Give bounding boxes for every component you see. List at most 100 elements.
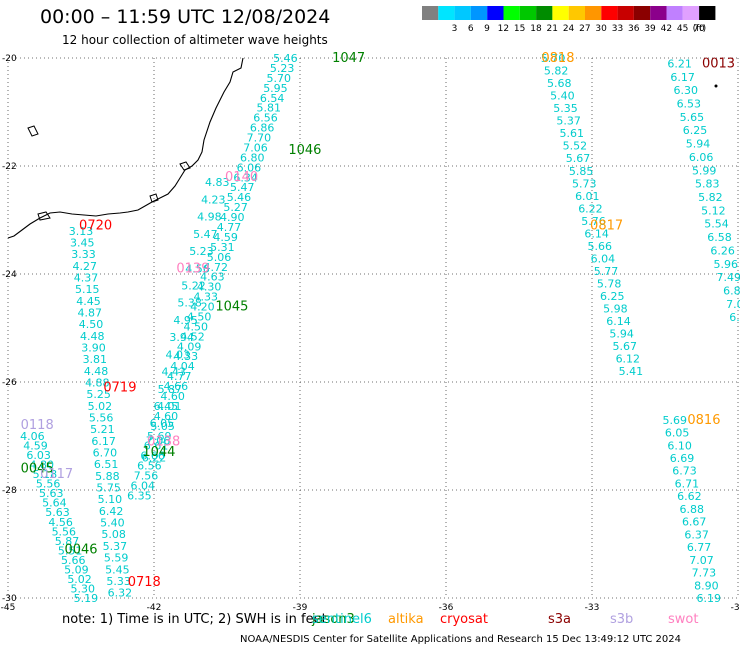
wave-height-value: 5.68 [547,77,572,90]
wave-height-value: 5.95 [263,82,288,95]
wave-height-value: 5.08 [101,528,126,541]
wave-height-value: 5.75 [96,482,121,495]
wave-height-value: 5.27 [223,201,248,214]
lon-tick-label: -39 [293,603,308,613]
legend-swatch [699,6,716,20]
wave-height-value: 5.18 [33,468,58,481]
wave-height-value: 6.32 [108,587,133,600]
wave-height-value: 7.07 [689,554,714,567]
page-subtitle: 12 hour collection of altimeter wave hei… [62,33,328,47]
wave-height-value: 7.06 [243,141,268,154]
wave-height-value: 5.63 [39,487,64,500]
legend-swatch [536,6,553,20]
wave-height-value: 5.76 [581,215,606,228]
pass-label: 0139 [176,262,209,277]
wave-height-value: 5.82 [698,191,723,204]
wave-height-value: 5.69 [662,414,687,427]
wave-height-value: 6.58 [707,231,732,244]
wave-height-value: 4.30 [197,281,222,294]
pass-label: 0138 [147,434,180,449]
wave-height-value: 4.59 [23,440,48,453]
wave-height-value: 5.64 [42,497,67,510]
wave-height-value: 4.04 [170,360,195,373]
color-legend: 3 6 9 12 15 18 21 24 27 30 33 36 39 42 45 70(ft) [422,6,716,34]
wave-height-value: 4.03 [165,348,190,361]
wave-height-value: 5.67 [612,340,637,353]
note-text: note: 1) Time is in UTC; 2) SWH is in fe… [62,612,327,627]
wave-height-value: 6.30 [673,84,698,97]
wave-height-value: 6.86 [250,122,275,135]
pass-label: 0140 [225,170,258,185]
legend-tick-label: 33 [612,24,623,34]
legend-swatch [422,6,439,20]
pass-label: 0046 [64,542,97,557]
wave-height-value: 6.61 [144,440,169,453]
wave-height-value: 5.21 [90,423,115,436]
pass-label: 1044 [142,445,175,460]
wave-height-value: 5.33 [106,575,131,588]
lat-tick-label: -22 [2,162,17,172]
wave-height-value: 6.70 [93,447,118,460]
wave-height-value: 5.66 [588,240,613,253]
wave-height-value: 5.23 [270,62,295,75]
wave-height-value: 5.94 [609,328,634,341]
page-title: 00:00 – 11:59 UTC 12/08/2024 [40,6,331,28]
island-dot [714,84,718,88]
satellite-name-sentinel6: sentinel6 [312,612,372,627]
legend-tick-label: 36 [628,24,640,34]
wave-height-value: 4.59 [213,231,238,244]
wave-height-value: 5.99 [692,164,717,177]
wave-height-value: 6.88 [680,503,705,516]
lon-tick-label: -30 [731,603,740,613]
pass-label: 0816 [687,413,720,428]
island-1 [27,125,39,137]
wave-height-value: 4.88 [85,377,110,390]
legend-tick-label: 30 [595,24,607,34]
wave-height-value: 5.37 [556,115,581,128]
wave-height-value: 4.87 [78,306,103,319]
wave-height-value: 5.65 [680,111,705,124]
credit-line: NOAA/NESDIS Center for Satellite Applica… [240,634,682,645]
wave-height-value: 6.03 [26,449,51,462]
brazil-coastline [7,57,244,239]
wave-height-value: 6.67 [682,516,707,529]
wave-height-value: 6.71 [675,477,700,490]
pass-label: 0720 [79,218,112,233]
wave-height-value: 6.69 [670,452,695,465]
legend-swatch [552,6,569,20]
legend-tick-label: 21 [547,24,558,34]
wave-height-value: 6.01 [575,190,600,203]
wave-height-value: 5.98 [603,303,628,316]
wave-height-value: 4.56 [48,516,73,529]
legend-tick-label: 24 [563,24,575,34]
legend-tick-label: 42 [661,24,672,34]
wave-height-value: 6.22 [578,202,603,215]
wave-height-value: 6.8 [723,284,740,297]
wave-height-value: 5.22 [181,279,206,292]
wave-height-value: 5.82 [544,65,569,78]
legend-swatch [454,6,471,20]
map-grid [7,57,739,599]
axis-tick-labels: -45 -42 -39 -36 -33 -30 -20 -22 -24 -26 -28 -30 [1,54,740,613]
wave-height-value: 5.88 [95,470,120,483]
wave-height-value: 5.02 [88,400,113,413]
wave-height-value: 5.54 [704,218,729,231]
wave-height-value: 6.42 [99,505,124,518]
satellite-name-altika: altika [388,612,424,627]
wave-height-value: 6.04 [591,252,616,265]
wave-height-value: 3.81 [83,353,108,366]
legend-tick-label: 15 [514,24,525,34]
pass-label: 0013 [702,56,735,71]
legend-tick-label: 18 [530,24,542,34]
wave-height-value: 5.69 [147,430,172,443]
wave-height-value: 5.81 [257,102,282,115]
wave-height-value: 6.05 [665,427,690,440]
wave-height-value: 5.56 [89,412,114,425]
wave-height-value: 6.73 [672,465,697,478]
wave-height-value: 4.60 [154,410,179,423]
wave-height-value: 4.98 [197,211,222,224]
wave-height-value: 6.56 [137,460,162,473]
wave-height-value: 6.4 [729,311,740,324]
wave-height-value: 4.56 [185,262,210,275]
legend-tick-label: 3 [452,24,458,34]
